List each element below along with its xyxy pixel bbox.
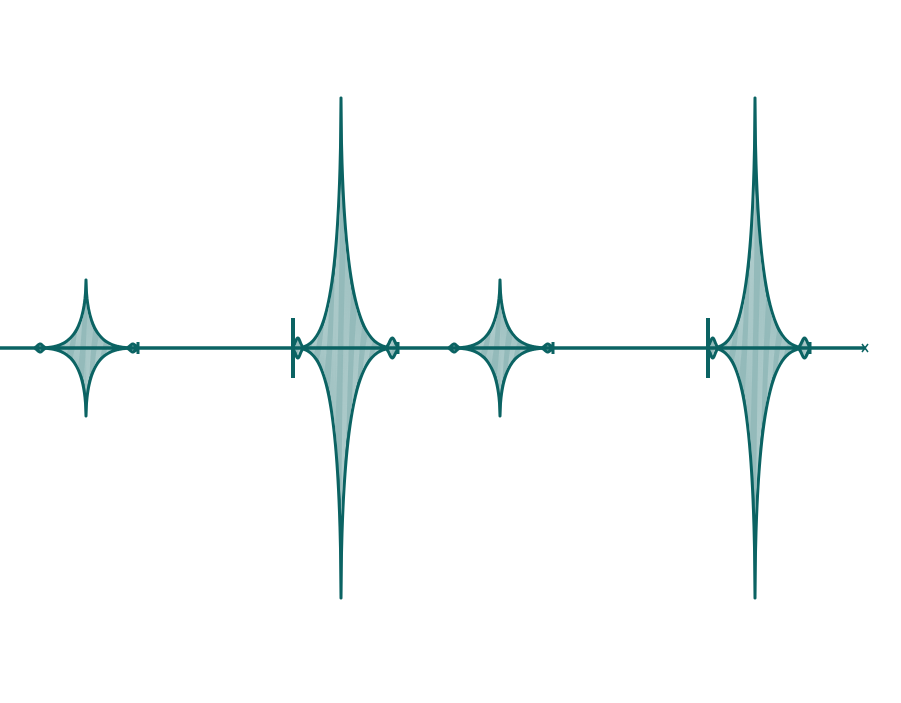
burst-lower-envelope	[447, 346, 555, 418]
burst-oscillation	[293, 132, 399, 564]
burst-upper-envelope	[291, 96, 400, 349]
baseline-end-mark	[861, 343, 869, 353]
wave-burst-1-small	[33, 278, 140, 418]
burst-upper-envelope	[33, 278, 140, 350]
burst-lower-envelope	[706, 347, 812, 600]
burst-upper-envelope	[706, 96, 812, 349]
wave-burst-3-small	[447, 278, 555, 418]
burst-upper-envelope	[447, 278, 555, 350]
wave-burst-2-large	[291, 96, 400, 600]
wave-burst-4-large	[706, 96, 812, 600]
wave-bursts	[33, 96, 812, 600]
burst-lower-envelope	[291, 347, 400, 600]
burst-lower-envelope	[33, 346, 140, 418]
